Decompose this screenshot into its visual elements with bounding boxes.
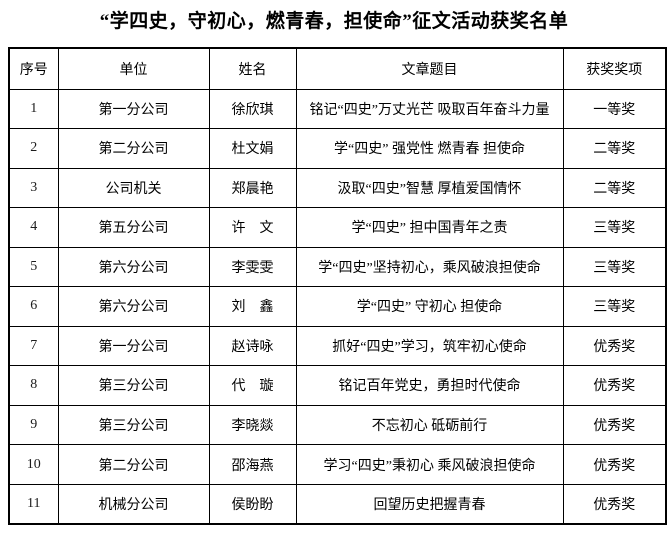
name-cell: 杜文娟 [208, 128, 297, 169]
row-number-cell: 3 [8, 167, 59, 209]
name-cell: 刘 鑫 [208, 286, 297, 327]
award-cell: 优秀奖 [562, 325, 667, 367]
article-cell: 学习“四史”秉初心 乘风破浪担使命 [295, 444, 564, 485]
unit-cell: 公司机关 [57, 167, 210, 209]
table-header-row: 序号 单位 姓名 文章题目 获奖奖项 [8, 47, 667, 90]
article-cell: 学“四史” 强党性 燃青春 担使命 [295, 128, 564, 169]
award-cell: 优秀奖 [562, 483, 667, 525]
article-cell: 抓好“四史”学习，筑牢初心使命 [295, 325, 564, 367]
unit-cell: 第二分公司 [57, 128, 210, 169]
award-cell: 优秀奖 [562, 444, 667, 485]
row-number-cell: 9 [8, 404, 59, 446]
header-award: 获奖奖项 [562, 47, 667, 90]
header-article: 文章题目 [295, 47, 564, 90]
award-cell: 优秀奖 [562, 404, 667, 446]
row-number-cell: 8 [8, 365, 59, 406]
article-cell: 铭记“四史”万丈光芒 吸取百年奋斗力量 [295, 88, 564, 130]
unit-cell: 第二分公司 [57, 444, 210, 485]
article-cell: 学“四史”坚持初心，乘风破浪担使命 [295, 246, 564, 288]
name-cell: 许 文 [208, 207, 297, 248]
row-number-cell: 6 [8, 286, 59, 327]
award-cell: 二等奖 [562, 128, 667, 169]
article-cell: 回望历史把握青春 [295, 483, 564, 525]
award-cell: 三等奖 [562, 246, 667, 288]
table-row: 10 第二分公司 邵海燕 学习“四史”秉初心 乘风破浪担使命 优秀奖 [8, 444, 667, 485]
row-number-cell: 11 [8, 483, 59, 525]
table-row: 4 第五分公司 许 文 学“四史” 担中国青年之责 三等奖 [8, 207, 667, 248]
name-cell: 赵诗咏 [208, 325, 297, 367]
unit-cell: 第六分公司 [57, 246, 210, 288]
name-cell: 邵海燕 [208, 444, 297, 485]
name-cell: 徐欣琪 [208, 88, 297, 130]
unit-cell: 第五分公司 [57, 207, 210, 248]
name-cell: 郑晨艳 [208, 167, 297, 209]
row-number-cell: 4 [8, 207, 59, 248]
header-unit: 单位 [57, 47, 210, 90]
table-row: 11 机械分公司 侯盼盼 回望历史把握青春 优秀奖 [8, 483, 667, 525]
name-cell: 侯盼盼 [208, 483, 297, 525]
row-number-cell: 5 [8, 246, 59, 288]
header-name: 姓名 [208, 47, 297, 90]
name-cell: 李雯雯 [208, 246, 297, 288]
unit-cell: 第三分公司 [57, 365, 210, 406]
row-number-cell: 7 [8, 325, 59, 367]
article-cell: 铭记百年党史，勇担时代使命 [295, 365, 564, 406]
unit-cell: 第六分公司 [57, 286, 210, 327]
article-cell: 学“四史” 守初心 担使命 [295, 286, 564, 327]
row-number-cell: 10 [8, 444, 59, 485]
table-row: 2 第二分公司 杜文娟 学“四史” 强党性 燃青春 担使命 二等奖 [8, 128, 667, 169]
award-cell: 优秀奖 [562, 365, 667, 406]
article-cell: 不忘初心 砥砺前行 [295, 404, 564, 446]
table-row: 9 第三分公司 李晓燚 不忘初心 砥砺前行 优秀奖 [8, 404, 667, 446]
table-row: 6 第六分公司 刘 鑫 学“四史” 守初心 担使命 三等奖 [8, 286, 667, 327]
row-number-cell: 2 [8, 128, 59, 169]
unit-cell: 第一分公司 [57, 88, 210, 130]
name-cell: 代 璇 [208, 365, 297, 406]
table-row: 8 第三分公司 代 璇 铭记百年党史，勇担时代使命 优秀奖 [8, 365, 667, 406]
award-cell: 三等奖 [562, 286, 667, 327]
table-row: 7 第一分公司 赵诗咏 抓好“四史”学习，筑牢初心使命 优秀奖 [8, 325, 667, 367]
table-row: 3 公司机关 郑晨艳 汲取“四史”智慧 厚植爱国情怀 二等奖 [8, 167, 667, 209]
table-row: 5 第六分公司 李雯雯 学“四史”坚持初心，乘风破浪担使命 三等奖 [8, 246, 667, 288]
name-cell: 李晓燚 [208, 404, 297, 446]
unit-cell: 第三分公司 [57, 404, 210, 446]
unit-cell: 第一分公司 [57, 325, 210, 367]
article-cell: 汲取“四史”智慧 厚植爱国情怀 [295, 167, 564, 209]
article-cell: 学“四史” 担中国青年之责 [295, 207, 564, 248]
unit-cell: 机械分公司 [57, 483, 210, 525]
award-cell: 二等奖 [562, 167, 667, 209]
header-number: 序号 [8, 47, 59, 90]
award-cell: 一等奖 [562, 88, 667, 130]
award-table: 序号 单位 姓名 文章题目 获奖奖项 1 第一分公司 徐欣琪 铭记“四史”万丈光… [8, 47, 667, 525]
table-row: 1 第一分公司 徐欣琪 铭记“四史”万丈光芒 吸取百年奋斗力量 一等奖 [8, 88, 667, 130]
document-title: “学四史，守初心，燃青春，担使命”征文活动获奖名单 [99, 11, 569, 32]
row-number-cell: 1 [8, 88, 59, 130]
award-cell: 三等奖 [562, 207, 667, 248]
